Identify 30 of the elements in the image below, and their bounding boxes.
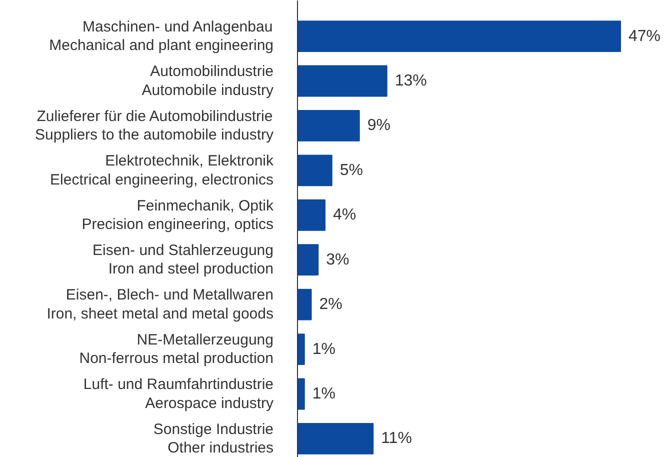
bar	[298, 288, 312, 320]
y-tick-label: Luft- und Raumfahrtindustrie Aerospace industry	[83, 376, 274, 412]
data-label: 3%	[326, 251, 350, 268]
y-tick-label: Maschinen- und Anlagenbau Mechanical and plant engineering	[49, 18, 274, 54]
data-label: 2%	[319, 296, 342, 314]
y-tick-label: Elektrotechnik, Elektronik Electrical engineering, electronics	[50, 152, 274, 188]
data-label: 1%	[312, 386, 336, 403]
data-label: 1%	[312, 340, 336, 358]
bar	[298, 65, 388, 97]
y-tick-label: NE-Metallerzeugung Non-ferrous metal production	[79, 331, 274, 368]
y-tick-label: Zulieferer für die Automobilindustrie Suppliers to the automobile industry	[35, 108, 274, 144]
bar	[298, 199, 326, 231]
bar	[298, 244, 319, 276]
bar	[298, 334, 305, 365]
data-label: 47%	[628, 28, 661, 45]
bar	[298, 423, 374, 454]
y-tick-label: Feinmechanik, Optik Precision engineering, optics	[82, 197, 274, 233]
data-label: 9%	[367, 117, 390, 134]
bar	[298, 154, 332, 186]
data-label: 4%	[332, 206, 356, 224]
data-label: 13%	[394, 72, 427, 90]
data-label: 11%	[381, 430, 412, 448]
data-label: 5%	[340, 162, 363, 179]
y-tick-label: Sonstige Industrie Other industries	[153, 420, 274, 457]
bar	[298, 110, 360, 142]
y-tick-label: Eisen-, Blech- und Metallwaren Iron, sheet metal and metal goods	[46, 286, 274, 322]
y-tick-label: Automobilindustrie Automobile industry	[142, 63, 274, 99]
bar	[298, 378, 305, 410]
y-tick-label: Eisen- und Stahlerzeugung Iron and steel production	[92, 242, 274, 278]
bar	[298, 20, 621, 52]
